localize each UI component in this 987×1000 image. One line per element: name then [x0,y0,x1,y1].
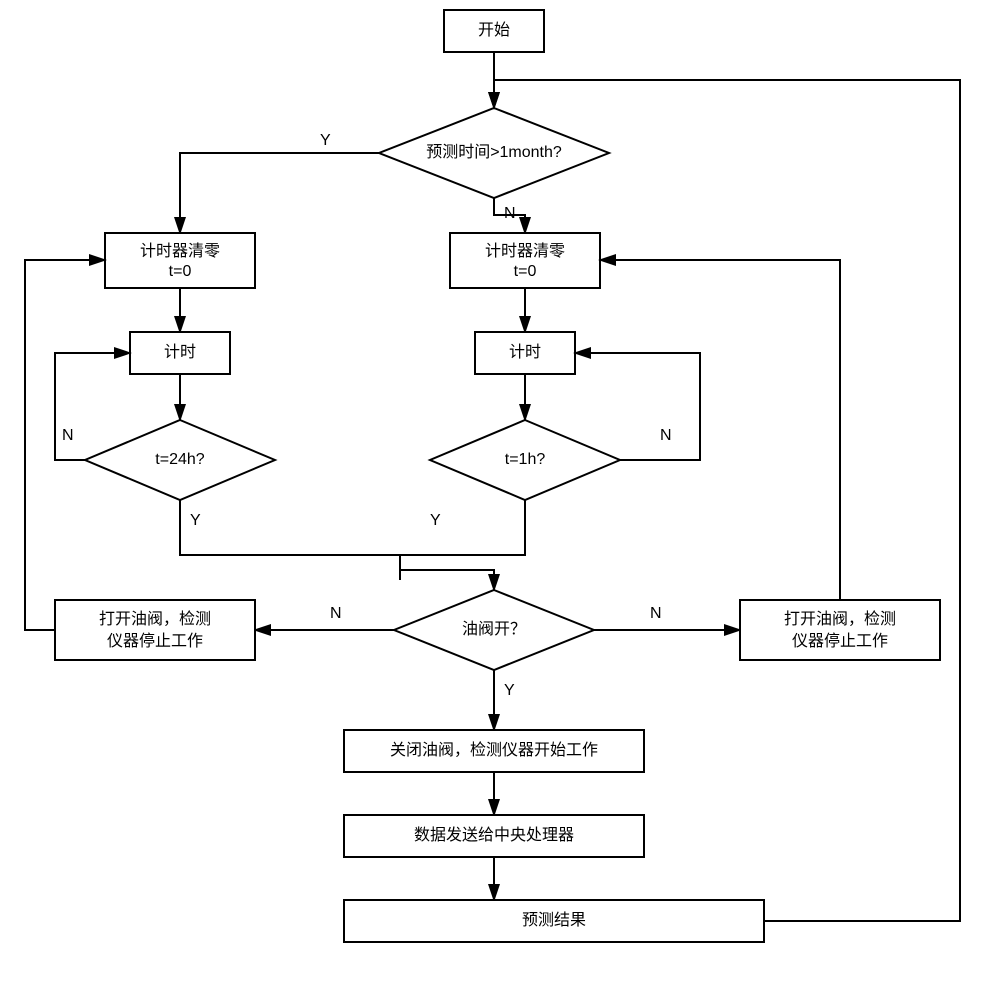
edge [400,570,494,590]
edge-label-n: N [504,205,516,222]
node-pred-time-label: 预测时间>1month? [426,143,562,161]
node-timing-left-label: 计时 [164,343,196,361]
node-valve-open-label: 油阀开？ [462,620,526,638]
edge-label-y: Y [320,132,331,149]
edge [180,500,400,570]
flowchart-canvas: 开始 预测时间>1month? Y N 计时器清零 t=0 计时器清零 t=0 … [0,0,987,1000]
node-timing-right-label: 计时 [509,343,541,361]
edge [400,500,525,555]
node-open-stop-right-l2: 仪器停止工作 [792,632,888,650]
node-close-start-label: 关闭油阀，检测仪器开始工作 [390,741,598,759]
edge-label-n: N [650,605,662,622]
edge [25,260,105,630]
node-timer-reset-left-l1: 计时器清零 [140,242,220,260]
edge-label-y: Y [190,512,201,529]
edge-label-y: Y [430,512,441,529]
edge-label-n: N [62,427,74,444]
edge-label-n: N [660,427,672,444]
node-result-label: 预测结果 [522,911,586,929]
edge-label-y: Y [504,682,515,699]
node-t24h-label: t=24h? [155,451,204,468]
edge [575,353,700,460]
node-open-stop-right-l1: 打开油阀，检测 [784,610,896,628]
node-open-stop-left [55,600,255,660]
node-timer-reset-left-l2: t=0 [169,263,192,280]
node-t1h-label: t=1h? [505,451,546,468]
node-send-cpu-label: 数据发送给中央处理器 [414,826,574,844]
node-start-label: 开始 [478,21,510,39]
edge-label-n: N [330,605,342,622]
node-open-stop-left-l1: 打开油阀，检测 [99,610,211,628]
edge [494,80,960,921]
node-timer-reset-right-l2: t=0 [514,263,537,280]
node-timer-reset-right-l1: 计时器清零 [485,242,565,260]
edge [180,153,379,233]
node-open-stop-right [740,600,940,660]
node-open-stop-left-l2: 仪器停止工作 [107,632,203,650]
edge [600,260,840,600]
